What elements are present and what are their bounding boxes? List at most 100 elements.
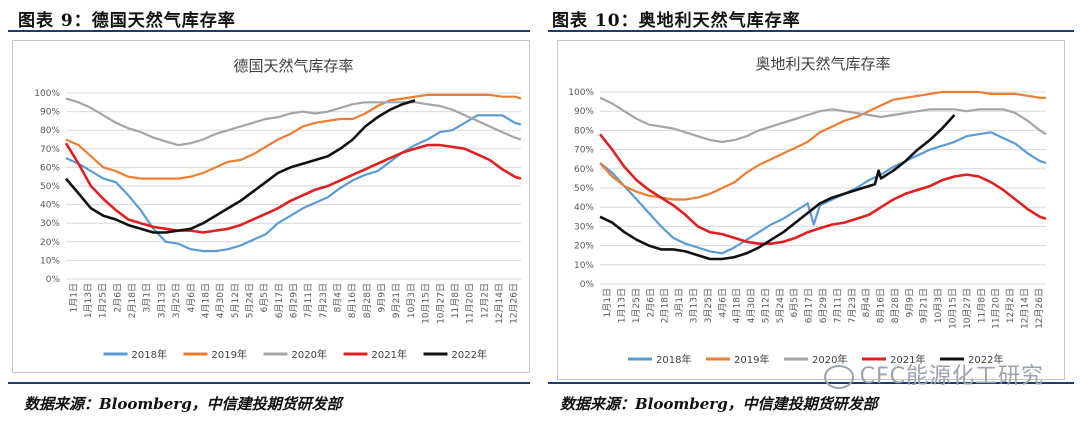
legend-label: 2022年 [452, 348, 487, 361]
x-tick-label: 11月8日 [976, 288, 987, 323]
x-tick-label: 9月21日 [391, 283, 402, 318]
y-tick-label: 60% [574, 165, 594, 175]
legend-label: 2022年 [968, 353, 1003, 366]
x-tick-label: 8月28日 [890, 288, 901, 323]
y-tick-label: 50% [40, 182, 60, 192]
x-tick-label: 10月27日 [962, 288, 973, 329]
y-tick-label: 100% [568, 88, 594, 98]
y-tick-label: 90% [574, 107, 594, 117]
chart-austria-svg: 奥地利天然气库存率 0% 10% 20% 30% 40% 50% 60% 70% 80% 90% 10… [568, 55, 1047, 366]
y-tick-label: 30% [40, 219, 60, 229]
y-tick-label: 70% [574, 146, 594, 156]
x-tick-label: 10月15日 [947, 288, 958, 329]
y-tick-label: 60% [40, 163, 60, 173]
x-tick-label: 12月26日 [1034, 288, 1045, 329]
y-tick-label: 40% [40, 201, 60, 211]
x-tick-label: 2月18日 [127, 283, 138, 318]
y-tick-label: 10% [574, 261, 594, 271]
x-tick-label: 4月30日 [746, 288, 757, 323]
x-tick-label: 9月21日 [919, 288, 930, 323]
x-tick-label: 11月20日 [465, 283, 476, 324]
x-tick-label: 1月13日 [617, 288, 628, 323]
x-tick-label: 2月18日 [660, 288, 671, 323]
y-tick-label: 20% [574, 242, 594, 252]
x-tick-label: 12月14日 [494, 283, 505, 324]
x-tick-label: 8月16日 [347, 283, 358, 318]
y-tick-label: 10% [40, 256, 60, 266]
x-tick-label: 6月29日 [818, 288, 829, 323]
x-tick-label: 7月23日 [318, 283, 329, 318]
x-tick-label: 11月20日 [991, 288, 1002, 329]
figure-caption-germany: 图表 9：德国天然气库存率 [18, 11, 236, 31]
chart-austria: 奥地利天然气库存率 0% 10% 20% 30% 40% 50% 60% 70% 80% 90% 10… [557, 40, 1065, 380]
x-tick-label: 5月12日 [760, 288, 771, 323]
source-rule-left [8, 382, 530, 384]
x-tick-label: 4月6日 [186, 283, 197, 312]
chart-title: 奥地利天然气库存率 [755, 55, 890, 73]
x-tick-label: 3月13日 [156, 283, 167, 318]
y-tick-label: 40% [574, 203, 594, 213]
caption-rule-left [8, 30, 530, 32]
chart-germany-svg: 德国天然气库存率 0% 10% 20% 30% 40% 50% 60% 70% 80% 90% 100… [34, 57, 522, 361]
series-line-2019年 [599, 90, 1046, 201]
x-tick-label: 3月25日 [703, 288, 714, 323]
legend-label: 2018年 [132, 348, 167, 361]
x-tick-label: 5月12日 [230, 283, 241, 318]
x-tick-label: 5月24日 [244, 283, 255, 318]
legend-label: 2020年 [292, 348, 327, 361]
watermark-text: CFC能源化工研究 [859, 364, 1044, 389]
y-tick-label: 50% [574, 184, 594, 194]
legend-label: 2018年 [656, 353, 691, 366]
x-tick-label: 4月18日 [200, 283, 211, 318]
source-germany: 数据来源：Bloomberg，中信建投期货研发部 [24, 395, 342, 413]
x-tick-label: 10月3日 [406, 283, 417, 318]
legend-label: 2021年 [890, 353, 925, 366]
x-tick-label: 3月1日 [142, 283, 153, 312]
legend-label: 2021年 [372, 348, 407, 361]
x-tick-label: 12月2日 [479, 283, 490, 318]
chart-title: 德国天然气库存率 [233, 57, 353, 75]
wechat-icon [823, 365, 854, 389]
y-tick-label: 90% [40, 108, 60, 118]
x-tick-label: 7月11日 [832, 288, 843, 323]
x-tick-label: 8月16日 [876, 288, 887, 323]
x-tick-label: 4月18日 [732, 288, 743, 323]
x-tick-label: 2月6日 [112, 283, 123, 312]
watermark: CFC能源化工研究 [823, 358, 1044, 390]
x-tick-label: 6月5日 [259, 283, 270, 312]
x-tick-label: 6月5日 [789, 288, 800, 317]
series-line-2022年 [65, 99, 416, 234]
x-tick-label: 12月26日 [509, 283, 520, 324]
x-tick-label: 6月29日 [289, 283, 300, 318]
x-tick-label: 8月28日 [362, 283, 373, 318]
series-line-2021年 [598, 133, 1047, 245]
x-tick-label: 1月25日 [98, 283, 109, 318]
x-tick-label: 1月1日 [602, 288, 613, 317]
series-line-2020年 [65, 97, 522, 147]
chart-germany: 德国天然气库存率 0% 10% 20% 30% 40% 50% 60% 70% 80% 90% 100… [12, 40, 530, 373]
y-tick-label: 20% [40, 238, 60, 248]
x-tick-label: 4月6日 [717, 288, 728, 317]
series-line-2021年 [64, 142, 522, 234]
y-tick-label: 70% [40, 145, 60, 155]
x-tick-label: 7月23日 [847, 288, 858, 323]
x-tick-label: 10月3日 [933, 288, 944, 323]
legend-label: 2019年 [212, 348, 247, 361]
y-tick-label: 80% [40, 126, 60, 136]
y-tick-label: 0% [46, 275, 61, 285]
x-tick-label: 8月4日 [333, 283, 344, 312]
x-tick-label: 9月9日 [904, 288, 915, 317]
x-tick-label: 1月25日 [631, 288, 642, 323]
x-tick-label: 8月4日 [861, 288, 872, 317]
source-austria: 数据来源：Bloomberg，中信建投期货研发部 [560, 395, 878, 413]
source-rule-right [548, 382, 1074, 384]
x-tick-label: 9月9日 [377, 283, 388, 312]
series-line-2022年 [599, 114, 956, 261]
x-tick-label: 1月1日 [68, 283, 79, 312]
series-line-2020年 [599, 96, 1047, 144]
x-tick-label: 1月13日 [83, 283, 94, 318]
x-tick-label: 12月14日 [1019, 288, 1030, 329]
y-tick-label: 30% [574, 222, 594, 232]
x-tick-label: 3月13日 [689, 288, 700, 323]
series-line-2018年 [65, 114, 522, 253]
